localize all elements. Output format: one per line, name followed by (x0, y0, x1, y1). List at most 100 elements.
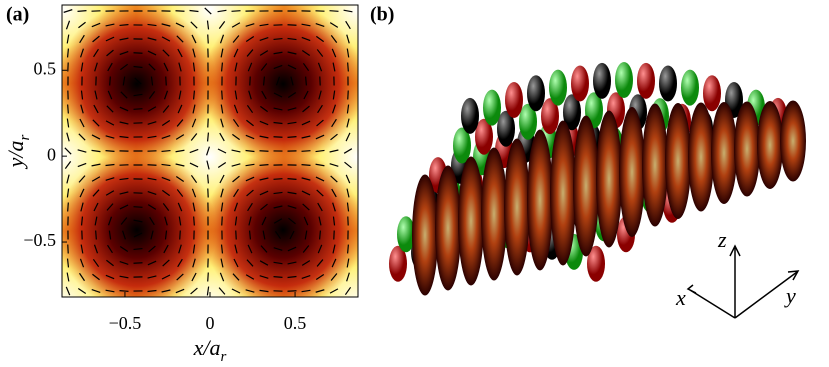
field-dash (273, 136, 283, 138)
field-dash (315, 149, 325, 153)
field-dash (66, 188, 70, 198)
arrowhead (787, 270, 800, 281)
field-dash (91, 134, 101, 140)
field-dash (92, 258, 100, 268)
field-dash (162, 203, 170, 211)
field-dash (233, 202, 239, 212)
field-dash (65, 20, 71, 30)
field-dash (175, 175, 185, 183)
field-dash (231, 10, 241, 12)
y-tick-label: 0 (47, 144, 56, 164)
field-dash (260, 63, 268, 71)
field-dash (329, 10, 339, 12)
field-dash (316, 49, 324, 57)
field-dash (332, 216, 336, 226)
field-dash (106, 105, 114, 113)
field-dash (273, 92, 283, 98)
field-dash (273, 191, 283, 195)
field-dash (346, 104, 350, 114)
field-dash (317, 104, 323, 114)
field-dash (317, 244, 323, 254)
field-dash (133, 93, 143, 97)
3d-axes (686, 244, 800, 319)
field-dash (149, 216, 155, 226)
field-dash (122, 230, 126, 240)
field-dash (119, 106, 129, 112)
field-dash (220, 104, 224, 114)
field-dash (301, 36, 311, 42)
field-dash (106, 259, 114, 267)
field-dash (79, 272, 85, 282)
field-dash (106, 49, 114, 57)
field-dash (259, 177, 269, 181)
field-dash (247, 244, 253, 254)
field-dash (218, 287, 226, 295)
field-dash (287, 24, 297, 26)
sphere (453, 127, 471, 164)
field-dash (78, 133, 86, 141)
field-dash (119, 23, 129, 27)
field-dash (147, 177, 157, 181)
field-dash (319, 230, 321, 240)
field-dash (179, 230, 181, 240)
field-dash (315, 22, 325, 28)
disk (688, 102, 714, 212)
field-dash (178, 90, 182, 100)
field-dash (219, 174, 225, 184)
field-dash (287, 205, 297, 209)
field-dash (176, 35, 184, 43)
field-dash (175, 288, 185, 294)
panel-b-render (389, 62, 806, 296)
field-dash (245, 23, 255, 27)
sphere (505, 82, 523, 118)
field-dash (192, 62, 196, 72)
field-dash (80, 48, 84, 58)
field-dash (105, 274, 115, 280)
field-dash (163, 90, 169, 100)
field-dash (147, 121, 157, 125)
field-dash (287, 37, 297, 41)
field-dash (119, 204, 129, 210)
field-dash (119, 50, 129, 56)
sphere (593, 62, 611, 99)
field-dash (273, 205, 283, 209)
field-dash (259, 120, 269, 126)
field-dash (332, 90, 336, 100)
field-dash (120, 217, 128, 225)
field-dash (107, 62, 113, 72)
axis-label-z: z (717, 227, 727, 252)
field-dash (190, 133, 198, 141)
disk (527, 129, 553, 271)
axis-label-x: x (675, 285, 686, 310)
sphere (563, 94, 581, 131)
field-dash (79, 118, 85, 128)
field-dash (318, 90, 322, 100)
field-dash (287, 246, 297, 252)
disk (711, 102, 737, 204)
field-dash (175, 149, 185, 153)
field-dash (290, 76, 294, 86)
field-dash (315, 134, 325, 140)
field-dash (93, 202, 99, 212)
field-dash (206, 286, 210, 296)
field-dash (133, 219, 143, 223)
field-dash (220, 188, 224, 198)
field-dash (133, 206, 143, 208)
heatmap (62, 5, 358, 297)
field-dash (162, 105, 170, 113)
field-dash (206, 160, 210, 170)
disk (734, 101, 760, 197)
field-dash (245, 274, 255, 280)
field-dash (120, 91, 128, 99)
field-dash (301, 135, 311, 139)
field-dash (247, 202, 253, 212)
field-dash (189, 148, 199, 154)
field-dash (189, 9, 199, 13)
field-dash (94, 90, 98, 100)
field-dash (80, 202, 84, 212)
field-dash (105, 135, 115, 139)
field-dash (91, 176, 101, 182)
field-dash (302, 203, 310, 211)
disk (458, 156, 484, 286)
field-dash (119, 275, 129, 279)
